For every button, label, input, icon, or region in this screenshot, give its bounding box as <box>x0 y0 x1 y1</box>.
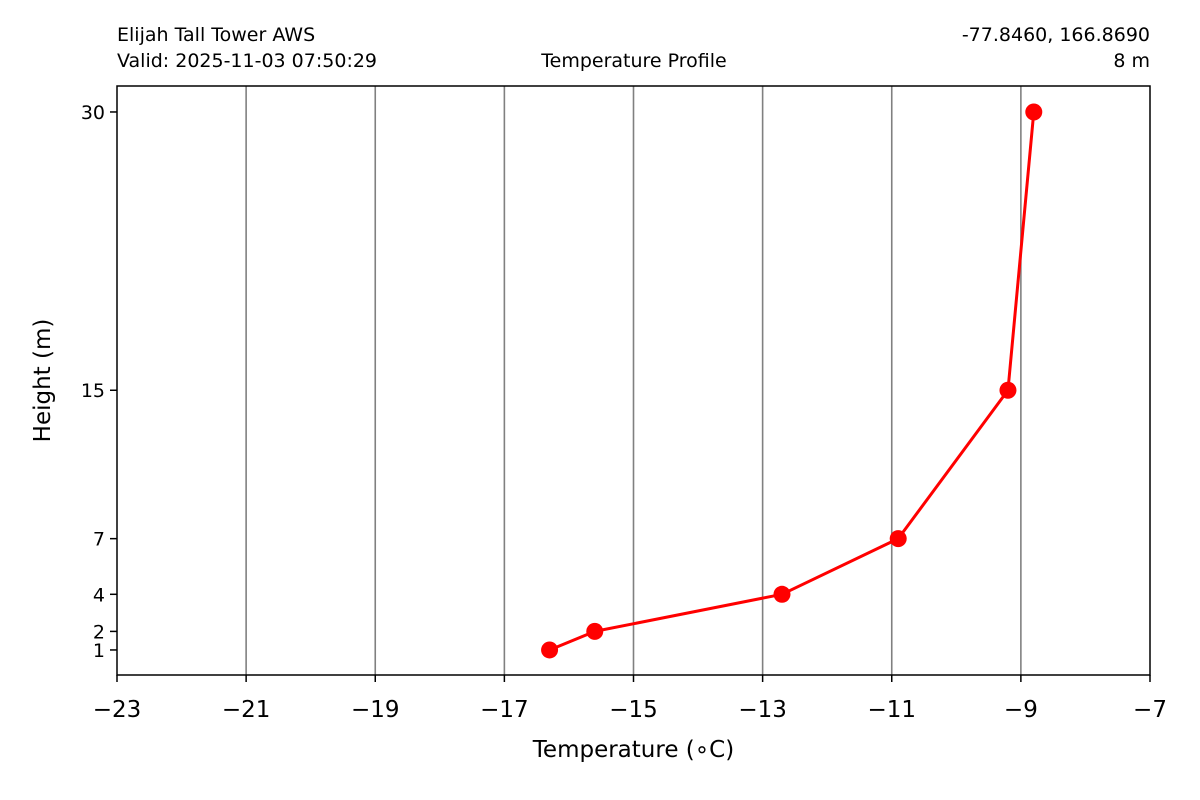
y-axis: 12 4 7 15 30 <box>81 102 117 662</box>
grid-lines <box>245 86 1022 675</box>
station-coordinates: -77.8460, 166.8690 <box>961 24 1150 46</box>
data-point <box>1025 103 1043 121</box>
x-tick-label: −21 <box>222 697 271 723</box>
x-tick-label: −7 <box>1133 697 1167 723</box>
station-elevation: 8 m <box>1113 50 1150 72</box>
y-tick-label: 1 <box>93 640 105 662</box>
station-name: Elijah Tall Tower AWS <box>117 24 316 46</box>
y-tick-label: 15 <box>81 380 105 402</box>
y-axis-label: Height (m) <box>30 319 56 443</box>
x-tick-label: −11 <box>867 697 916 723</box>
x-tick-label: −15 <box>609 697 658 723</box>
data-point <box>541 641 559 659</box>
y-tick-label: 4 <box>93 584 105 606</box>
data-point <box>889 530 907 548</box>
x-tick-label: −17 <box>480 697 529 723</box>
series-layer <box>541 103 1043 659</box>
x-tick-label: −23 <box>93 697 142 723</box>
data-point <box>999 381 1017 399</box>
x-axis-label: Temperature (∘C) <box>532 737 734 763</box>
chart-title: Temperature Profile <box>541 50 727 72</box>
data-point <box>773 585 791 603</box>
y-tick-label: 2 <box>93 621 105 643</box>
x-tick-label: −9 <box>1004 697 1038 723</box>
y-tick-label: 30 <box>81 102 105 124</box>
valid-time: Valid: 2025-11-03 07:50:29 <box>117 50 378 72</box>
data-point <box>586 622 604 640</box>
x-axis: −23 −21 −19 −17 −15 −13 −11 −9 −7 <box>93 675 1167 723</box>
temperature-line <box>548 111 1036 652</box>
x-tick-label: −13 <box>738 697 787 723</box>
y-tick-label: 7 <box>93 529 105 551</box>
x-tick-label: −19 <box>351 697 400 723</box>
